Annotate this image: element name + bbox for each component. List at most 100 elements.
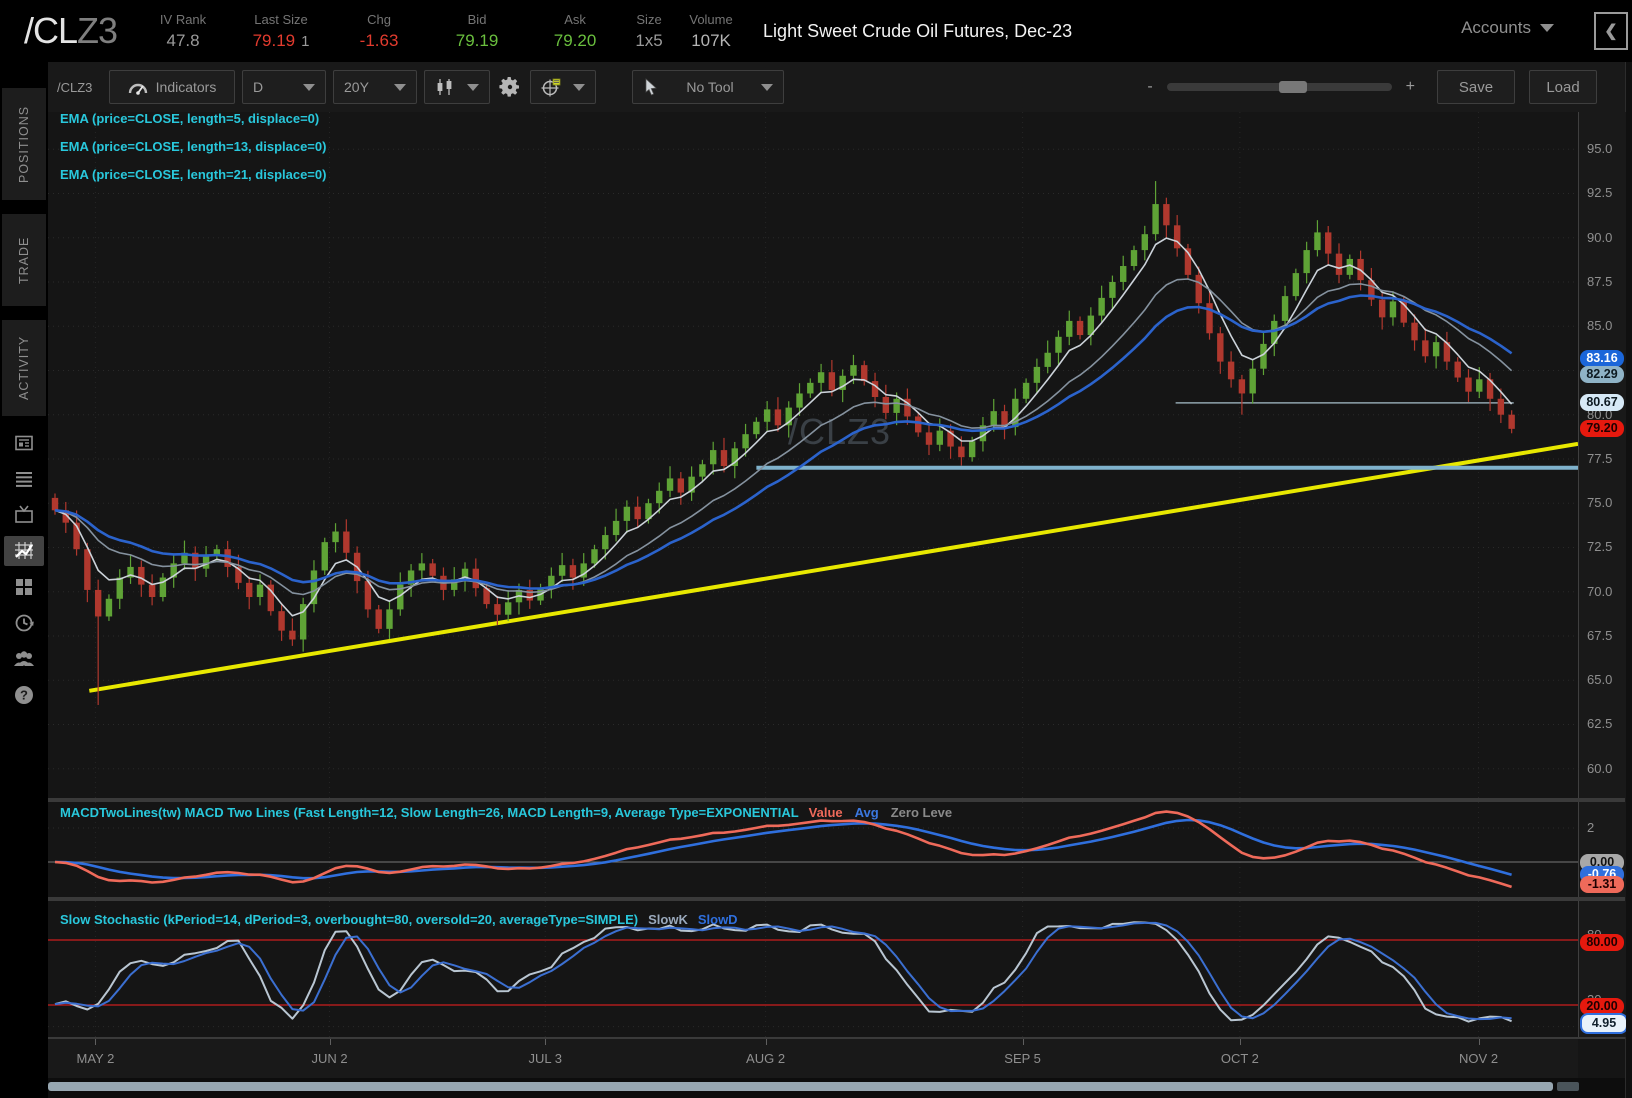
candle-body — [62, 510, 69, 523]
candle-body — [235, 566, 242, 583]
time-label: JUN 2 — [311, 1051, 348, 1066]
candle-body — [1206, 303, 1213, 334]
indicators-button[interactable]: Indicators — [109, 70, 235, 104]
save-button[interactable]: Save — [1437, 70, 1515, 104]
candle-body — [548, 575, 555, 589]
candle-body — [623, 506, 631, 521]
candle-body — [1195, 274, 1202, 304]
candle-body — [1141, 234, 1148, 251]
ema21-line — [54, 294, 1513, 590]
stochastic-study-pane[interactable] — [48, 901, 1578, 1037]
accounts-menu[interactable]: Accounts — [1461, 18, 1554, 38]
candle-body — [202, 556, 210, 569]
zoom-slider[interactable] — [1166, 81, 1392, 93]
axis-price-bubble: 79.20 — [1580, 420, 1624, 438]
range-select[interactable]: 20Y — [333, 70, 417, 104]
price-chart[interactable]: /CLZ3 — [48, 112, 1578, 798]
candle-body — [569, 565, 577, 578]
stat-chg: Chg -1.63 — [359, 11, 399, 50]
stat-volume: Volume 107K — [689, 11, 733, 50]
gear-icon — [499, 77, 519, 97]
tv-icon[interactable] — [4, 500, 44, 530]
macd-study-pane[interactable] — [48, 802, 1578, 897]
candle-body — [483, 588, 490, 605]
stochastic-label-row: Slow Stochastic (kPeriod=14, dPeriod=3, … — [60, 912, 738, 927]
candle-body — [871, 381, 879, 397]
candle-body — [267, 584, 274, 612]
charts-icon[interactable] — [4, 536, 44, 566]
chevron-down-icon — [303, 83, 315, 91]
price-axis[interactable]: 95.092.590.087.585.082.580.077.575.072.5… — [1578, 112, 1626, 1037]
chart-watermark: /CLZ3 — [788, 411, 891, 452]
time-axis[interactable]: MAY 2 JUN 2 JUL 3 AUG 2 SEP 5 OCT 2 NOV 2 — [48, 1039, 1578, 1078]
timeframe-select[interactable]: D — [242, 70, 326, 104]
chevron-left-icon: ❮ — [1604, 23, 1618, 40]
price-tick: 95.0 — [1587, 141, 1613, 157]
candle-body — [612, 520, 620, 536]
candle-body — [375, 609, 382, 629]
ema5-line — [54, 237, 1513, 617]
tab-activity[interactable]: ACTIVITY — [2, 320, 46, 416]
list-icon[interactable] — [4, 464, 44, 494]
drawing-set-select[interactable] — [530, 70, 596, 104]
candle-body — [1486, 379, 1494, 399]
tab-trade[interactable]: TRADE — [2, 214, 46, 306]
history-icon[interactable] — [4, 608, 44, 638]
symbol: /CLZ3 — [24, 10, 118, 51]
ema13-label: EMA (price=CLOSE, length=13, displace=0) — [60, 139, 327, 154]
price-tick: 85.0 — [1587, 318, 1613, 334]
time-label: NOV 2 — [1459, 1051, 1499, 1066]
candle-body — [1173, 225, 1181, 249]
grid-icon[interactable] — [4, 572, 44, 602]
candle-body — [246, 582, 253, 598]
candle-body — [148, 584, 156, 598]
candle-body — [397, 584, 404, 610]
symbol-input[interactable] — [55, 78, 103, 96]
candle-body — [720, 450, 728, 467]
chevron-down-icon — [394, 83, 406, 91]
load-button[interactable]: Load — [1529, 70, 1597, 104]
zoom-out-button[interactable]: - — [1147, 78, 1153, 95]
candle-body — [429, 563, 436, 576]
candle-body — [1400, 301, 1407, 323]
candle-body — [1476, 379, 1483, 392]
chart-scrollbar-nub[interactable] — [1557, 1082, 1579, 1091]
community-icon[interactable] — [4, 644, 44, 674]
candle-body — [1260, 343, 1267, 369]
zoom-in-button[interactable]: + — [1405, 78, 1415, 95]
candle-body — [968, 441, 976, 458]
time-tick — [1478, 1039, 1480, 1045]
candle-body — [1055, 336, 1062, 353]
zoom-slider-handle[interactable] — [1278, 81, 1307, 93]
candle-body — [1022, 382, 1030, 399]
candle-body — [1249, 368, 1256, 394]
chevron-down-icon — [573, 83, 585, 91]
candle-body — [192, 552, 199, 569]
price-tick: 77.5 — [1587, 450, 1613, 466]
macd-value-line — [54, 810, 1512, 889]
candle-body — [1066, 320, 1073, 337]
axis-price-bubble: 4.95 — [1580, 1012, 1626, 1034]
candle-body — [677, 478, 685, 493]
chart-scrollbar-track[interactable] — [48, 1078, 1625, 1098]
time-tick — [765, 1039, 767, 1045]
collapse-panel-button[interactable]: ❮ — [1594, 12, 1628, 50]
candle-body — [666, 478, 674, 491]
candle-body — [645, 503, 652, 520]
price-tick: 75.0 — [1587, 495, 1613, 511]
candle-body — [850, 365, 857, 376]
tab-positions[interactable]: POSITIONS — [2, 88, 46, 200]
chart-scrollbar-thumb[interactable] — [48, 1082, 1553, 1091]
chart-type-select[interactable] — [424, 70, 490, 104]
active-tool-select[interactable]: No Tool — [632, 70, 784, 104]
candle-body — [526, 589, 533, 601]
candle-body — [1432, 342, 1440, 357]
candle-body — [742, 434, 749, 449]
news-icon[interactable] — [4, 428, 44, 458]
axis-price-bubble: 80.67 — [1580, 394, 1624, 412]
candle-body — [1378, 299, 1386, 318]
settings-button[interactable] — [498, 75, 522, 99]
stat-last-size: Last Size 79.19 1 — [252, 11, 310, 50]
axis-price-bubble: 80.00 — [1580, 933, 1624, 951]
help-icon[interactable]: ? — [4, 680, 44, 710]
